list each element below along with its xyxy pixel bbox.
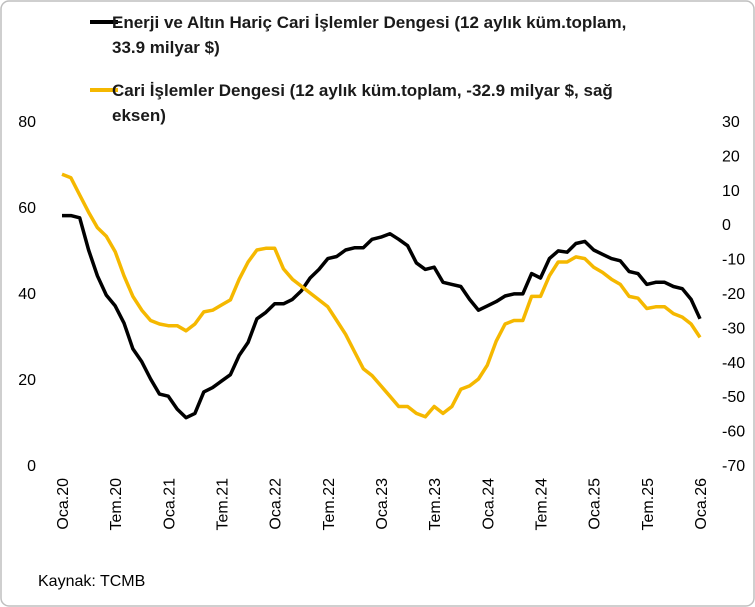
- y2-tick-label: -20: [722, 286, 745, 303]
- y-tick-label: 60: [18, 200, 36, 217]
- series-line: [61, 172, 702, 419]
- x-tick-label: Oca.26: [693, 478, 710, 530]
- source: Kaynak: TCMB: [38, 573, 145, 590]
- legend-label: Enerji ve Altın Hariç Cari İşlemler Deng…: [112, 13, 627, 57]
- y2-tick-label: 10: [722, 183, 740, 200]
- x-tick-label: Tem.20: [108, 478, 125, 531]
- x-tick-label: Oca.20: [55, 478, 72, 530]
- x-tick-label: Oca.22: [268, 478, 285, 530]
- x-tick-label: Oca.23: [374, 478, 391, 530]
- y2-tick-label: 20: [722, 148, 740, 165]
- y2-tick-label: -40: [722, 355, 745, 372]
- y2-tick-label: -30: [722, 320, 745, 337]
- x-tick-label: Oca.25: [587, 478, 604, 530]
- x-tick-label: Tem.24: [534, 478, 551, 531]
- series-line: [62, 213, 702, 420]
- x-tick-label: Tem.22: [321, 478, 338, 531]
- x-tick-label: Oca.24: [480, 478, 497, 530]
- y2-tick-label: -60: [722, 424, 745, 441]
- y2-tick-label: 0: [722, 217, 731, 234]
- y2-tick-label: 30: [722, 114, 740, 131]
- y-tick-label: 80: [18, 114, 36, 131]
- x-tick-label: Tem.23: [427, 478, 444, 531]
- legend-label: Cari İşlemler Dengesi (12 aylık küm.topl…: [112, 81, 613, 125]
- y2-tick-label: -70: [722, 458, 745, 475]
- y-tick-label: 40: [18, 286, 36, 303]
- x-tick-label: Tem.21: [215, 478, 232, 531]
- y-tick-label: 20: [18, 372, 36, 389]
- x-tick-label: Oca.21: [161, 478, 178, 530]
- y-tick-label: 0: [27, 458, 36, 475]
- x-tick-label: Tem.25: [640, 478, 657, 531]
- y2-tick-label: -50: [722, 389, 745, 406]
- y2-tick-label: -10: [722, 252, 745, 269]
